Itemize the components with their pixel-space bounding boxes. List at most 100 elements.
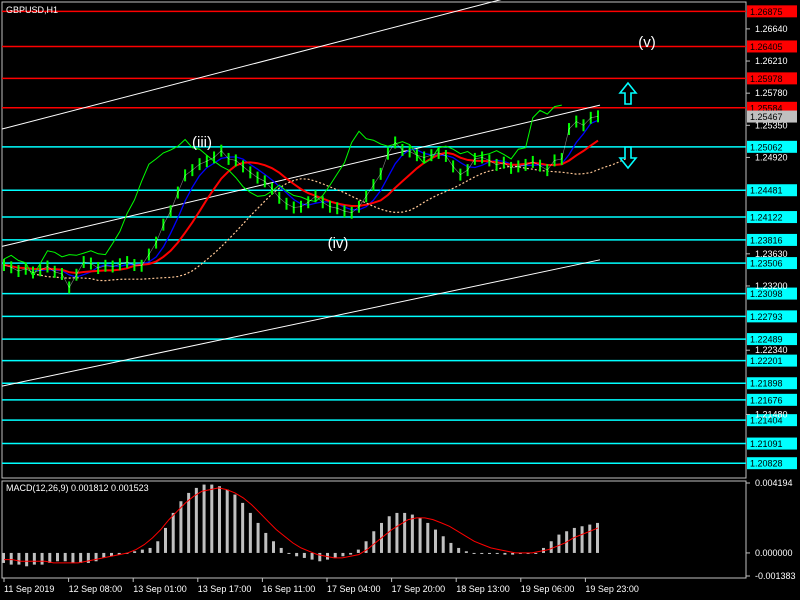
annotation-layer: (iii) (iv) (v) xyxy=(192,34,656,252)
support-level-label: 1.24122 xyxy=(750,213,783,223)
support-level-label: 1.21091 xyxy=(750,439,783,449)
support-level-tag xyxy=(747,184,797,197)
symbol-title: GBPUSD,H1 xyxy=(6,5,58,15)
macd-histogram-bar xyxy=(318,552,322,562)
resistance-level-label: 1.25978 xyxy=(750,74,783,84)
price-axis-tick-label: 1.26210 xyxy=(755,56,788,66)
macd-histogram-bar xyxy=(495,552,499,554)
macd-histogram-bar xyxy=(511,552,515,555)
support-level-label: 1.23098 xyxy=(750,289,783,299)
macd-histogram-bar xyxy=(434,529,437,553)
channel-line xyxy=(1,0,502,130)
macd-histogram-bar xyxy=(488,552,491,554)
macd-histogram-bar xyxy=(395,512,399,553)
time-axis-tick-label: 11 Sep 2019 xyxy=(4,584,54,594)
support-level-label: 1.25062 xyxy=(750,142,783,152)
support-level-tag xyxy=(747,310,797,323)
time-axis-tick-label: 17 Sep 20:00 xyxy=(392,584,446,594)
time-axis-tick-label: 18 Sep 13:00 xyxy=(456,584,510,594)
support-level-tag xyxy=(747,140,797,153)
support-level-label: 1.21676 xyxy=(750,395,783,405)
macd-histogram-bar xyxy=(110,552,113,557)
macd-histogram-bar xyxy=(194,487,198,553)
support-level-tag xyxy=(747,233,797,246)
resistance-level-label: 1.25584 xyxy=(750,103,783,113)
macd-histogram-bar xyxy=(302,552,306,558)
macd-histogram-bar xyxy=(56,552,59,562)
resistance-level-tag xyxy=(747,40,797,53)
macd-histogram-bar xyxy=(102,552,106,558)
macd-pane[interactable] xyxy=(1,480,747,579)
support-level-label: 1.20828 xyxy=(750,459,783,469)
macd-histogram-bar xyxy=(372,531,376,553)
resistance-level-tag xyxy=(747,5,797,18)
macd-histogram-bar xyxy=(79,552,83,563)
channel-line xyxy=(1,259,601,387)
macd-histogram-bar xyxy=(210,484,214,553)
macd-histogram-bar xyxy=(503,552,507,555)
macd-histogram-bar xyxy=(86,552,90,563)
macd-histogram-bar xyxy=(225,489,229,553)
macd-histogram-bar xyxy=(40,552,44,565)
time-axis-tick-label: 19 Sep 06:00 xyxy=(521,584,575,594)
macd-histogram-bar xyxy=(534,552,538,554)
macd-histogram-bar xyxy=(364,541,368,553)
macd-histogram-bar xyxy=(32,552,36,565)
macd-histogram-bar xyxy=(472,552,476,554)
support-level-label: 1.22489 xyxy=(750,335,783,345)
macd-histogram-bar xyxy=(518,552,522,554)
macd-histogram-bar xyxy=(356,549,360,553)
macd-histogram-bar xyxy=(256,522,260,553)
price-axis-tick-label: 1.22340 xyxy=(755,345,788,355)
macd-histogram-bar xyxy=(264,532,268,553)
support-level-label: 1.22201 xyxy=(750,356,783,366)
wave-label: (iii) xyxy=(192,134,212,151)
support-level-label: 1.23506 xyxy=(750,259,783,269)
macd-histogram-bar xyxy=(2,552,5,563)
support-level-tag xyxy=(747,333,797,346)
macd-histogram-bar xyxy=(572,527,576,553)
channel-line xyxy=(1,104,601,247)
macd-histogram-bar xyxy=(580,526,584,553)
time-axis-tick-label: 19 Sep 23:00 xyxy=(585,584,639,594)
wave-label: (iv) xyxy=(328,235,349,252)
support-level-tag xyxy=(747,354,797,367)
current-price-tag xyxy=(747,110,797,123)
macd-histogram-bar xyxy=(71,552,75,563)
macd-signal-line xyxy=(4,487,599,564)
macd-histogram-bar xyxy=(63,552,67,562)
macd-histogram-bar xyxy=(403,512,407,553)
macd-histogram-bar xyxy=(441,536,445,553)
macd-histogram-bar xyxy=(9,552,13,565)
support-level-tag xyxy=(747,437,797,450)
macd-histogram-bar xyxy=(171,512,175,553)
support-level-tag xyxy=(747,211,797,224)
macd-histogram-bar xyxy=(218,486,221,553)
resistance-level-tag xyxy=(747,72,797,85)
support-level-label: 1.21404 xyxy=(750,416,783,426)
macd-histogram-bar xyxy=(233,494,237,553)
overlay-layer xyxy=(1,0,601,387)
macd-histogram-bar xyxy=(148,547,152,553)
kijun-line xyxy=(3,139,599,275)
time-axis-tick-label: 16 Sep 11:00 xyxy=(262,584,315,594)
macd-pane-frame xyxy=(1,480,747,579)
support-level-tag xyxy=(747,257,797,270)
support-level-tag xyxy=(747,457,797,470)
resistance-level-label: 1.26875 xyxy=(750,7,783,17)
price-axis-tick-label: 1.24920 xyxy=(755,152,788,162)
macd-histogram-bar xyxy=(333,552,337,558)
support-level-tag xyxy=(747,414,797,427)
price-axis-tick-label: 1.25780 xyxy=(755,88,788,98)
price-axis-tick-label: 1.26640 xyxy=(755,24,788,34)
macd-histogram-bar xyxy=(202,484,206,553)
macd-histogram-bar xyxy=(164,527,167,553)
macd-histogram-bar xyxy=(187,492,191,553)
price-axis-tick-label: 1.25350 xyxy=(755,120,788,130)
macd-histogram-bar xyxy=(17,552,21,565)
macd-histogram-bar xyxy=(287,552,291,554)
macd-histogram-bar xyxy=(241,502,245,553)
support-level-label: 1.24481 xyxy=(750,186,783,196)
